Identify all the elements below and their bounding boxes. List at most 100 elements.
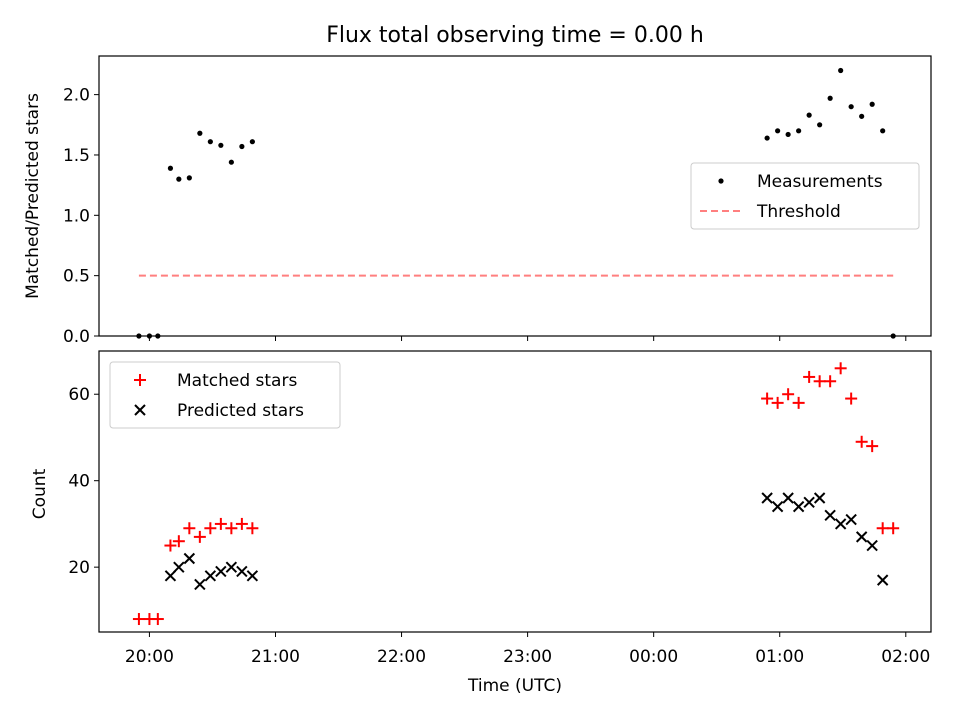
top-y-tick-label: 0.5 — [63, 267, 90, 287]
bottom-y-tick-label: 60 — [68, 385, 90, 405]
legend-measurements-label: Measurements — [757, 172, 883, 192]
predicted-x-b — [194, 578, 206, 591]
top-legend-box — [690, 162, 920, 230]
predicted-x-b — [236, 565, 248, 578]
matched-star-point — [164, 539, 177, 552]
matched-star-point — [803, 370, 816, 383]
predicted-star-point — [792, 500, 805, 513]
predicted-x-b — [771, 500, 784, 513]
matched-star-point — [824, 375, 837, 388]
x-tick-label: 01:00 — [755, 647, 804, 667]
top-x-ticks — [148, 336, 907, 341]
predicted-star-point — [834, 518, 847, 530]
matched-star-point — [887, 522, 900, 535]
predicted-x-b — [164, 570, 177, 582]
predicted-star-point — [215, 565, 227, 578]
matched-star-point — [151, 613, 164, 626]
measurement-point — [785, 131, 791, 138]
bottom-legend: Matched stars Predicted stars — [109, 361, 341, 429]
top-y-tick-label: 1.0 — [63, 206, 90, 226]
predicted-star-point — [771, 500, 784, 513]
measurement-point — [817, 122, 823, 128]
matched-star-point — [225, 522, 238, 535]
top-panel: 0.00.51.01.52.0 Matched/Predicted stars … — [23, 55, 932, 347]
x-tick-label: 00:00 — [629, 647, 678, 667]
predicted-star-point — [183, 552, 196, 565]
legend-matched-marker — [134, 374, 146, 386]
matched-star-point — [204, 522, 217, 535]
predicted-x-b — [866, 539, 878, 552]
predicted-star-point — [225, 561, 238, 573]
top-axes-frame — [98, 55, 932, 337]
legend-threshold-label: Threshold — [756, 202, 841, 222]
predicted-x-b — [803, 496, 815, 509]
legend-predicted-marker — [134, 404, 146, 416]
predicted-star-point — [246, 570, 259, 582]
measurement-point — [838, 67, 844, 74]
matched-star-point — [761, 392, 774, 405]
predicted-star-point — [824, 509, 836, 521]
predicted-star-point — [845, 513, 857, 526]
predicted-x-b — [246, 570, 259, 582]
measurement-point — [167, 165, 174, 171]
measurement-point — [806, 112, 812, 118]
predicted-star-point — [782, 492, 794, 504]
predicted-x-b — [204, 570, 217, 582]
predicted-x-b — [173, 561, 185, 573]
measurement-point — [176, 176, 182, 182]
bottom-y-ticks: 20 40 60 — [68, 385, 99, 578]
matched-star-point — [855, 435, 868, 448]
predicted-star-point — [813, 492, 826, 504]
predicted-star-point — [803, 496, 815, 509]
legend-predicted-label: Predicted stars — [177, 401, 304, 421]
predicted-x-b — [834, 518, 847, 530]
bottom-y-tick-label: 40 — [68, 472, 90, 492]
measurement-point — [827, 95, 833, 101]
matched-star-point — [834, 362, 847, 375]
predicted-x-b — [845, 513, 857, 526]
bottom-x-ticks: 20:00 21:00 22:00 23:00 00:00 01:00 02:00 — [125, 632, 930, 667]
matched-star-point — [172, 535, 185, 548]
top-marks — [136, 67, 896, 339]
top-y-axis-label: Matched/Predicted stars — [23, 93, 43, 299]
chart-title: Flux total observing time = 0.00 h — [326, 23, 704, 48]
matched-star-point — [246, 522, 259, 535]
measurement-point — [228, 159, 234, 165]
predicted-x-b — [876, 574, 889, 586]
top-y-ticks: 0.0 0.5 1.0 1.5 2.0 — [63, 86, 99, 347]
measurement-point — [186, 175, 192, 181]
measurement-point — [796, 128, 802, 134]
measurement-point — [197, 130, 203, 136]
matched-star-point — [132, 613, 145, 626]
measurement-point — [880, 128, 886, 134]
top-y-tick-label: 2.0 — [63, 86, 90, 106]
predicted-x-b — [855, 531, 868, 543]
measurement-point — [869, 101, 875, 107]
top-legend: Measurements Threshold — [690, 162, 920, 230]
matched-star-point — [214, 517, 227, 530]
bottom-y-tick-label: 20 — [68, 558, 90, 578]
predicted-x-b — [813, 492, 826, 504]
predicted-x-b — [792, 500, 805, 513]
predicted-x-b — [782, 492, 794, 504]
predicted-star-point — [164, 570, 177, 582]
predicted-star-point — [866, 539, 878, 552]
predicted-x-b — [183, 552, 196, 565]
measurement-point — [764, 135, 770, 141]
matched-star-point — [235, 517, 248, 530]
matched-star-point — [193, 530, 206, 543]
measurement-point — [775, 128, 781, 134]
bottom-panel: 20 40 60 20:00 21:00 22:00 23:00 00:00 01:00 02:… — [30, 350, 932, 696]
legend-measurements-marker — [718, 178, 724, 184]
measurement-point — [207, 139, 213, 145]
measurement-point — [249, 139, 255, 145]
x-tick-label: 02:00 — [881, 647, 930, 667]
top-y-tick-label: 0.0 — [63, 327, 90, 347]
matched-star-point — [866, 440, 879, 453]
predicted-star-point — [761, 492, 773, 504]
x-tick-label: 21:00 — [251, 647, 300, 667]
matched-star-point — [183, 522, 196, 535]
matched-star-point — [813, 375, 826, 388]
bottom-legend-box — [109, 361, 341, 429]
predicted-star-point — [876, 574, 889, 586]
